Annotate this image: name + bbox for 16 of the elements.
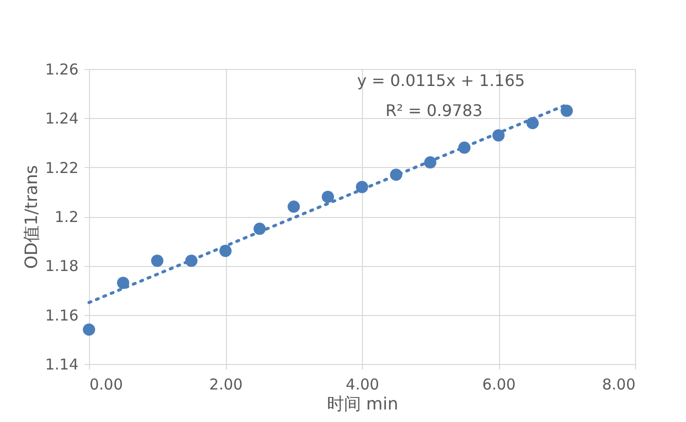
y-tick-label: 1.22 bbox=[45, 158, 78, 177]
y-tick-label: 1.18 bbox=[45, 257, 78, 276]
x-tick-label: 6.00 bbox=[482, 376, 516, 394]
x-tick-label: 8.00 bbox=[602, 376, 636, 394]
x-tick-label: 0.00 bbox=[90, 376, 123, 394]
x-tick-label: 2.00 bbox=[209, 376, 243, 394]
y-tick-label: 1.16 bbox=[45, 306, 78, 324]
y-tick-label: 1.24 bbox=[45, 110, 78, 128]
x-axis-title: 时间 min bbox=[326, 394, 398, 414]
y-tick-label: 1.26 bbox=[45, 60, 78, 78]
y-axis-title: OD值1/trans bbox=[22, 165, 42, 269]
annotation: y = 0.0115x + 1.165 bbox=[357, 71, 525, 90]
y-tick-label: 1.2 bbox=[54, 208, 78, 226]
x-tick-label: 4.00 bbox=[346, 376, 380, 394]
annotation: R² = 0.9783 bbox=[385, 101, 483, 120]
y-tick-label: 1.14 bbox=[45, 356, 78, 374]
